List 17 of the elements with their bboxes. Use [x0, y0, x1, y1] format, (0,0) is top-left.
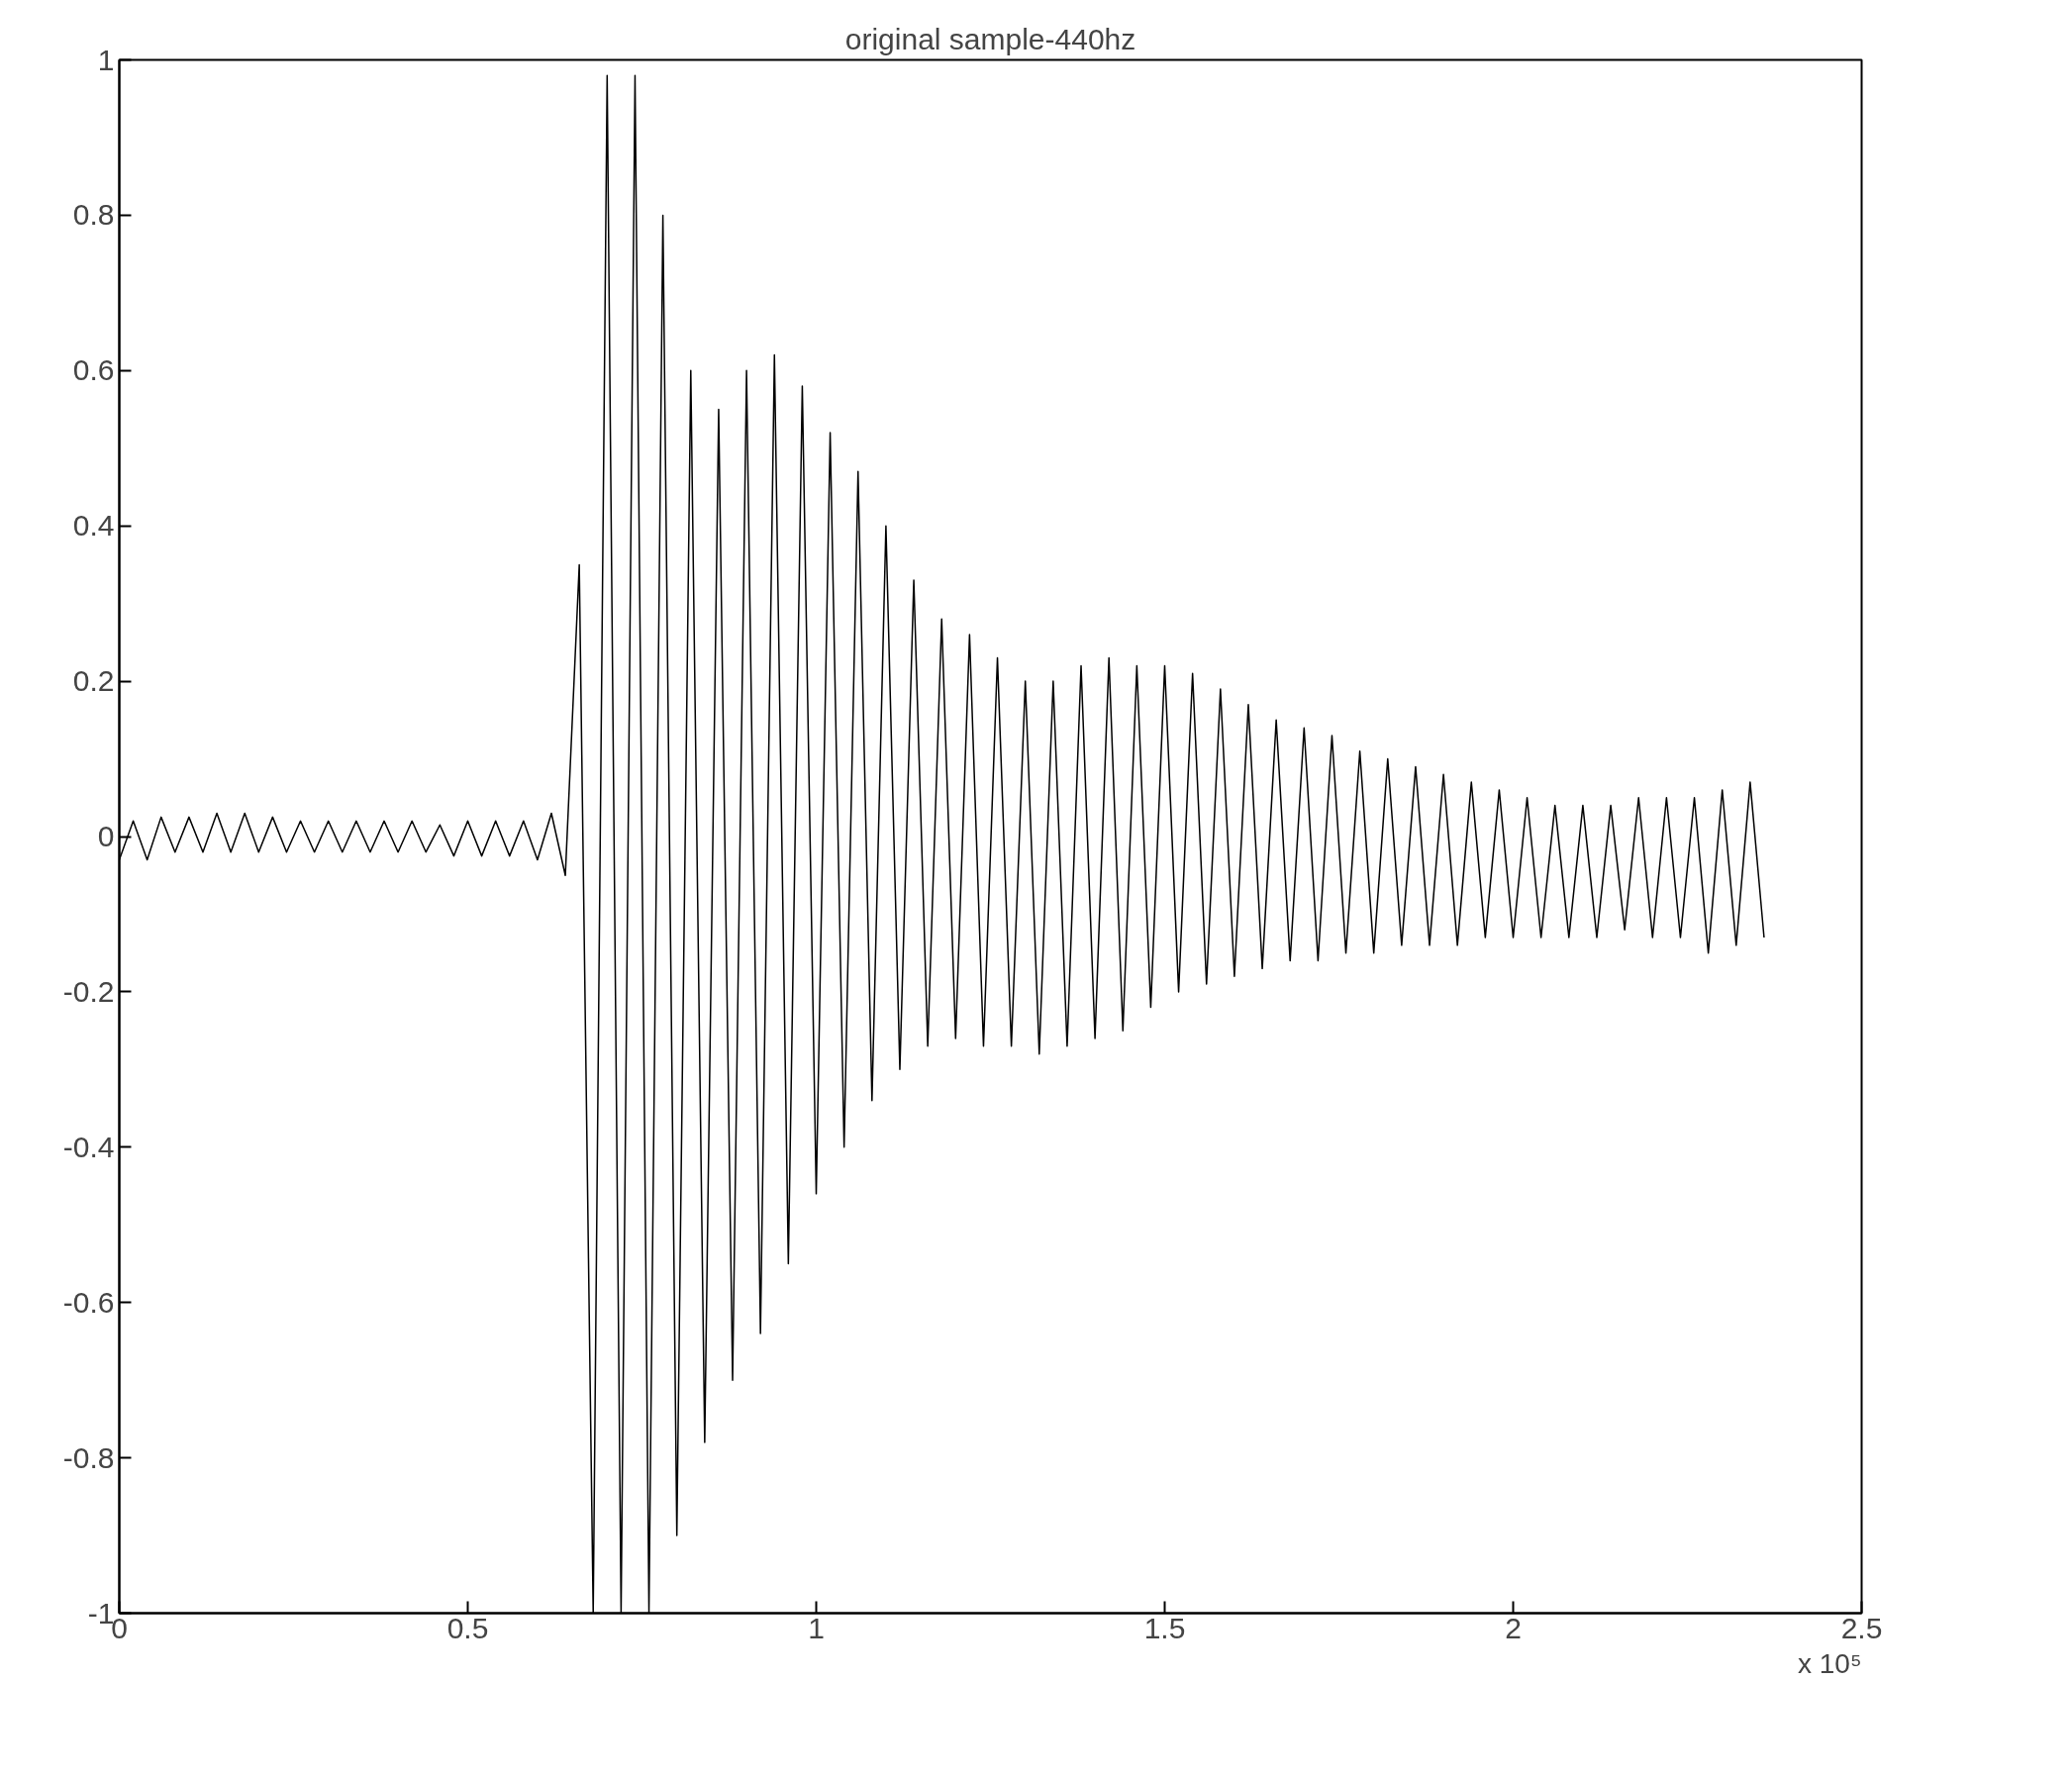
y-tick-label: 1: [97, 43, 115, 76]
y-tick-label: -0.8: [62, 1440, 115, 1474]
y-tick-label: -0.2: [62, 974, 115, 1008]
x-tick-label: 0.5: [446, 1611, 489, 1644]
text: x 10⁵: [1797, 1647, 1862, 1679]
y-tick-label: -0.6: [62, 1285, 115, 1319]
x-tick-label: 1: [808, 1611, 825, 1644]
x-tick-label: 2: [1505, 1611, 1522, 1644]
x-tick-label: 2.5: [1840, 1611, 1883, 1644]
x-tick-label: 1.5: [1143, 1611, 1186, 1644]
y-tick-label: 0: [97, 820, 115, 852]
y-tick-label: -0.4: [62, 1130, 115, 1163]
y-tick-label: 0.2: [72, 664, 115, 698]
y-tick-label: 0.8: [72, 198, 115, 232]
chart-title: original sample-440hz: [844, 22, 1136, 55]
y-tick-label: 0.4: [72, 509, 115, 543]
y-tick-label: 0.6: [72, 353, 115, 387]
